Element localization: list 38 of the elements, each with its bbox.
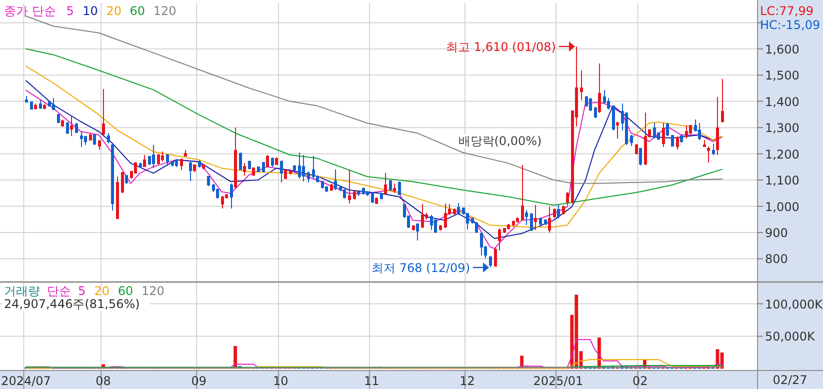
x-tick-label: 10 <box>273 374 288 388</box>
text: 60 <box>130 4 146 18</box>
y-tick-label: 1,500 <box>765 68 800 83</box>
text: 5 <box>66 4 74 18</box>
annotation: 배당락(0,00%) <box>458 134 542 148</box>
x-tick-label: 2024/07 <box>1 374 51 388</box>
annotation: 24,907,446주(81,56%) <box>4 297 140 311</box>
text: 20 <box>106 4 122 18</box>
y-tick-label: 1,100 <box>765 174 800 188</box>
y-tick-label: 1,000 <box>765 200 800 214</box>
text: 10 <box>82 4 98 18</box>
y-tick-label: 50,000K <box>765 330 816 344</box>
legend-title: 종가 단순 <box>4 4 56 18</box>
annotation: 최고 1,610 (01/08) <box>446 40 556 54</box>
text: 120 <box>153 4 176 18</box>
text: 60 <box>118 284 134 298</box>
y-tick-label: 800 <box>765 252 788 266</box>
x-tick-label: 12 <box>460 374 475 388</box>
text: HC:-15,09 <box>760 18 820 32</box>
chart-title: 거래량 <box>4 284 40 298</box>
x-tick-label: 11 <box>364 374 380 388</box>
text: 120 <box>142 284 164 298</box>
y-tick-label: 100,000K <box>765 297 823 312</box>
text: 5 <box>78 284 86 298</box>
y-tick-label: 1,400 <box>765 94 800 109</box>
text: 20 <box>94 284 110 298</box>
x-tick-label: 09 <box>191 374 207 388</box>
annotation: 최저 768 (12/09) <box>372 261 470 275</box>
y-tick-label: 1,200 <box>765 147 800 162</box>
y-tick-label: 1,300 <box>765 121 800 136</box>
text: 02/27 <box>772 373 808 387</box>
x-tick-label: 08 <box>96 374 111 388</box>
y-tick-label: 900 <box>765 226 788 240</box>
legend-title: 단순 <box>47 284 71 298</box>
x-tick-label: 02 <box>632 374 648 388</box>
y-tick-label: 1,600 <box>765 42 800 56</box>
x-tick-label: 2025/01 <box>533 374 584 388</box>
text: LC:77,99 <box>760 4 814 18</box>
